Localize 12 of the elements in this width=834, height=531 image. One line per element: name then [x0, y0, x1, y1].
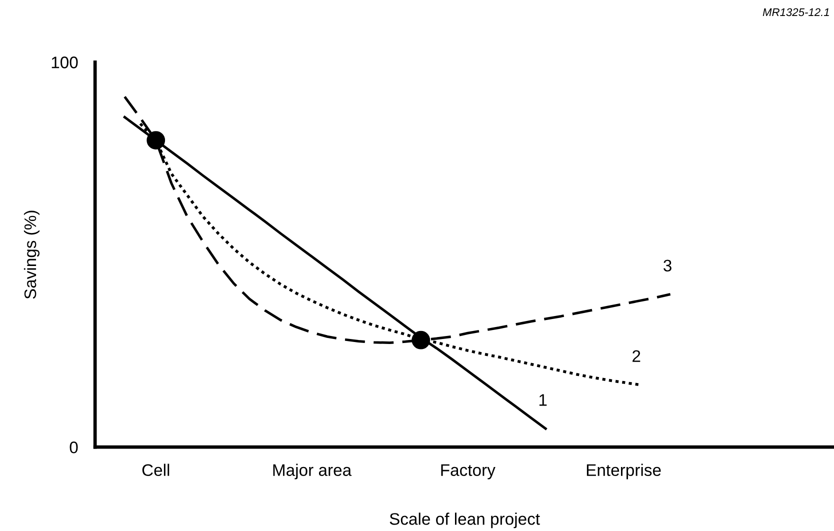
y-axis-title: Savings (%): [24, 210, 40, 299]
x-tick-label: Major area: [273, 464, 352, 480]
series-label: 3: [664, 260, 672, 272]
y-tick-label: 0: [70, 442, 78, 454]
series-label: 2: [632, 350, 640, 362]
text: MR1325-12.1: [762, 8, 829, 16]
x-axis-title: Scale of lean project: [390, 512, 540, 528]
x-tick-label: Cell: [142, 464, 170, 476]
x-tick-label: Factory: [441, 464, 496, 480]
x-tick-label: Enterprise: [586, 464, 661, 480]
series-label: 1: [539, 394, 547, 406]
y-tick-label: 100: [52, 56, 78, 68]
